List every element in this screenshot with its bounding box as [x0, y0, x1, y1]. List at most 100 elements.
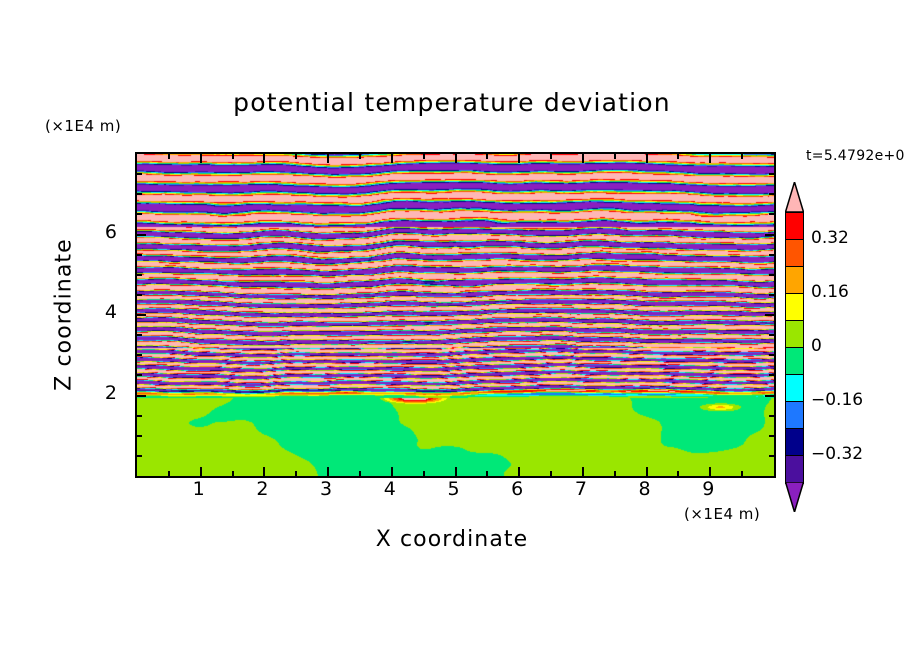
- x-tick-label: 1: [192, 478, 205, 500]
- x-tick: [645, 154, 648, 163]
- y-tick: [137, 233, 146, 236]
- x-tick: [422, 471, 425, 476]
- x-tick-label: 3: [320, 478, 333, 500]
- x-tick: [518, 154, 521, 163]
- chart-title: potential temperature deviation: [233, 88, 671, 117]
- colorbar-tick-label: 0.16: [811, 282, 849, 302]
- x-tick: [295, 154, 298, 159]
- x-tick: [390, 467, 393, 476]
- x-tick: [454, 467, 457, 476]
- x-axis-title: X coordinate: [375, 527, 529, 552]
- x-tick: [709, 467, 712, 476]
- colorbar-band: [785, 293, 804, 322]
- y-tick: [137, 394, 146, 397]
- colorbar-band: [785, 455, 804, 484]
- y-tick-label: 4: [104, 301, 117, 323]
- colorbar-band: [785, 212, 804, 241]
- y-tick: [765, 314, 774, 316]
- y-tick: [137, 213, 142, 216]
- y-tick: [137, 414, 142, 417]
- x-tick: [645, 467, 648, 476]
- x-tick: [358, 154, 361, 159]
- x-tick: [199, 467, 202, 476]
- x-tick-label: 9: [702, 478, 715, 500]
- x-tick: [709, 154, 712, 163]
- x-tick: [613, 154, 616, 159]
- x-axis-unit-label: (×1E4 m): [684, 505, 761, 523]
- y-tick-label: 2: [104, 381, 117, 404]
- x-tick-label: 7: [574, 478, 587, 500]
- x-tick: [486, 471, 489, 476]
- y-tick-label: 6: [104, 220, 117, 243]
- y-tick: [769, 173, 774, 176]
- x-tick-label: 8: [638, 478, 651, 500]
- colorbar-band: [785, 374, 804, 403]
- y-tick: [137, 293, 142, 296]
- x-tick: [295, 471, 298, 476]
- x-tick: [327, 154, 330, 163]
- colorbar-tick-label: 0: [811, 336, 822, 356]
- y-tick: [769, 334, 774, 337]
- x-tick: [263, 154, 266, 163]
- x-tick: [390, 154, 393, 163]
- y-axis-unit-label: (×1E4 m): [45, 117, 122, 135]
- colorbar-tick-label: −0.16: [811, 390, 864, 410]
- colorbar-band: [785, 428, 804, 457]
- colorbar-band: [785, 320, 804, 349]
- x-tick: [677, 154, 680, 159]
- colorbar-tick-label: 0.32: [811, 228, 849, 248]
- x-tick: [263, 467, 266, 476]
- y-tick: [137, 454, 142, 457]
- x-tick: [677, 471, 680, 476]
- y-tick: [769, 414, 774, 417]
- y-tick: [769, 213, 774, 216]
- x-tick: [581, 467, 584, 476]
- colorbar-band: [785, 239, 804, 268]
- x-tick: [454, 154, 457, 163]
- x-tick: [613, 471, 616, 476]
- x-tick: [199, 154, 202, 163]
- colorbar-tick-label: −0.32: [811, 444, 864, 464]
- y-tick: [137, 314, 146, 316]
- y-tick: [769, 354, 774, 357]
- y-tick: [769, 434, 774, 437]
- x-tick: [741, 154, 744, 159]
- y-tick: [137, 253, 142, 256]
- colorbar-band: [785, 347, 804, 376]
- x-tick-label: 4: [383, 478, 396, 500]
- y-tick: [769, 273, 774, 276]
- y-tick: [137, 193, 142, 196]
- y-tick: [137, 334, 142, 337]
- x-tick: [231, 471, 234, 476]
- y-tick: [769, 193, 774, 196]
- x-tick: [167, 154, 170, 159]
- y-tick: [137, 273, 142, 276]
- contour-field: [137, 154, 774, 476]
- x-tick: [422, 154, 425, 159]
- heatmap-plot-area: [135, 152, 776, 478]
- x-tick: [550, 471, 553, 476]
- x-tick: [231, 154, 234, 159]
- y-tick: [769, 293, 774, 296]
- colorbar-band: [785, 266, 804, 295]
- y-tick: [137, 434, 142, 437]
- x-tick-label: 5: [447, 478, 460, 500]
- y-tick: [137, 173, 142, 176]
- x-tick: [581, 154, 584, 163]
- y-tick: [769, 454, 774, 457]
- y-tick: [769, 374, 774, 377]
- y-tick: [765, 394, 774, 397]
- x-tick: [358, 471, 361, 476]
- y-tick: [137, 374, 142, 377]
- x-tick-label: 2: [256, 478, 269, 500]
- y-tick: [137, 354, 142, 357]
- x-tick: [741, 471, 744, 476]
- x-tick: [167, 471, 170, 476]
- colorbar-under-cap: [784, 481, 805, 515]
- colorbar-band: [785, 401, 804, 430]
- x-tick: [550, 154, 553, 159]
- x-tick: [486, 154, 489, 159]
- y-tick: [765, 233, 774, 236]
- colorbar-over-cap: [784, 179, 805, 213]
